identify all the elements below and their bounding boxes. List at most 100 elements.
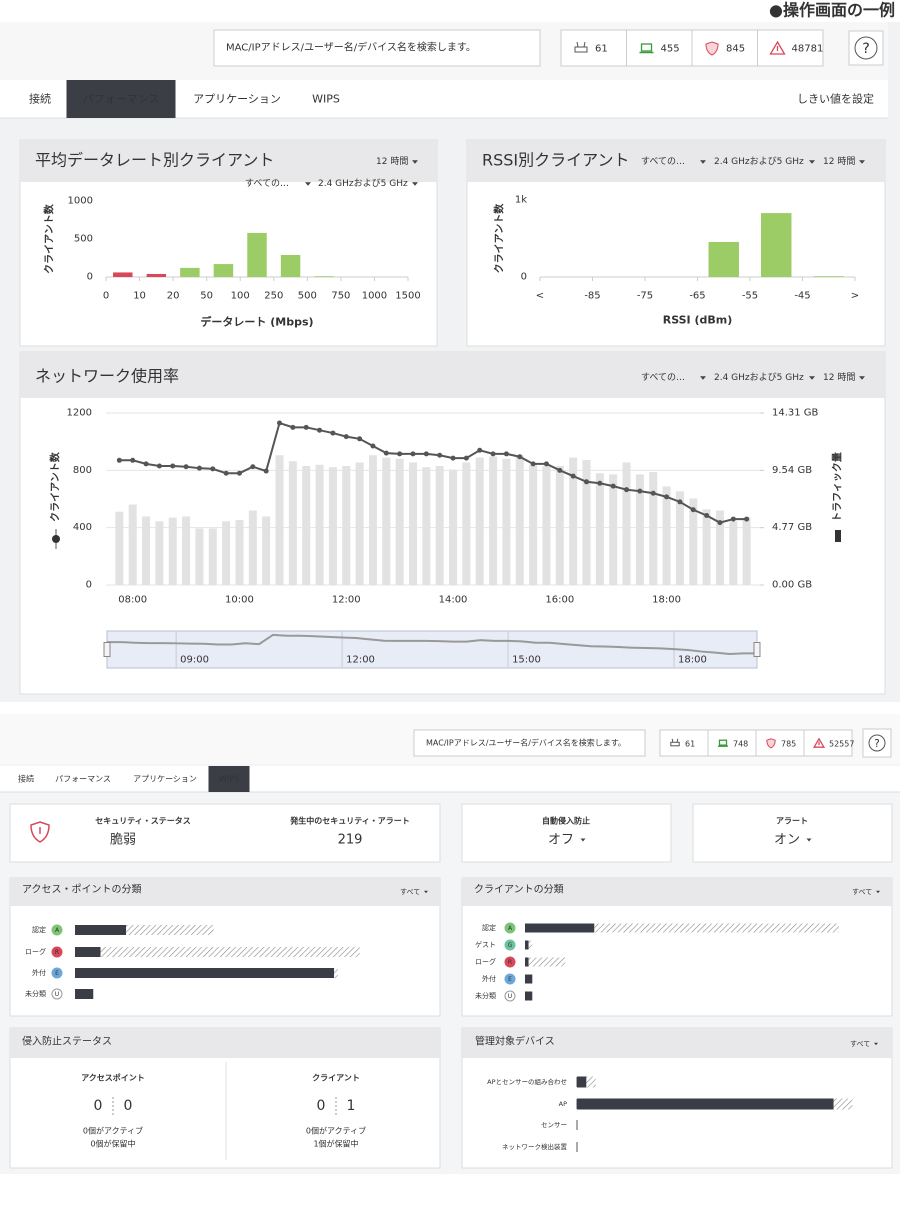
dropdown-caret (876, 890, 880, 894)
legend-bar (835, 530, 841, 542)
badge (51, 946, 63, 958)
dropdown-caret (580, 838, 586, 842)
dropdown-caret (412, 160, 418, 164)
help-button[interactable] (854, 36, 878, 60)
client-point (397, 451, 403, 457)
x-tick-label: 16:00 (545, 595, 574, 606)
dropdown-caret (874, 1042, 878, 1046)
traffic-bar (395, 458, 404, 585)
warning-icon (812, 737, 826, 748)
tab[interactable]: 接続 (18, 774, 34, 784)
counter-value[interactable]: 61 (595, 44, 608, 55)
row-label: 外付 (32, 968, 46, 977)
traffic-bar (529, 464, 538, 585)
bar-solid (525, 957, 529, 967)
filter-dropdown[interactable]: 2.4 GHzおよび5 GHz (714, 156, 804, 167)
tab[interactable]: 接続 (29, 92, 51, 106)
client-point (330, 430, 336, 436)
x-tick-label: -55 (742, 291, 758, 302)
x-tick-label: 500 (298, 291, 317, 302)
bar-solid (525, 923, 595, 933)
filter-dropdown[interactable]: すべて (400, 888, 420, 896)
help-button[interactable] (868, 734, 886, 752)
router-icon (671, 738, 679, 743)
navigator[interactable] (106, 630, 758, 669)
bar-hatched (594, 923, 839, 933)
badge (51, 967, 63, 979)
search-box[interactable] (413, 729, 646, 757)
traffic-bar (115, 511, 124, 585)
legend-axis-label: クライアント数 (49, 451, 62, 522)
client-point (730, 516, 736, 522)
traffic-bar (128, 504, 137, 585)
router-icon (576, 41, 586, 48)
tab[interactable]: パフォーマンス (55, 775, 111, 784)
filter-dropdown[interactable]: 2.4 GHzおよび5 GHz (318, 178, 408, 189)
traffic-bar (435, 466, 444, 585)
counter-value[interactable]: 785 (781, 740, 796, 749)
counter-value[interactable]: 455 (661, 44, 680, 55)
counter-value[interactable]: 748 (733, 740, 748, 749)
client-point (690, 507, 696, 513)
card-title: 管理対象デバイス (475, 1035, 555, 1048)
tab[interactable]: アプリケーション (193, 93, 281, 106)
traffic-bar (742, 517, 751, 585)
x-tick-label: -65 (689, 291, 705, 302)
bar-solid (577, 1098, 834, 1110)
x-tick-label: 12:00 (332, 595, 361, 606)
filter-dropdown[interactable]: すべての… (641, 372, 685, 383)
badge (504, 956, 516, 968)
x-tick-label: 10 (133, 291, 146, 302)
x-tick-label: 750 (331, 291, 350, 302)
traffic-bar (649, 472, 658, 585)
client-point (210, 466, 216, 472)
threshold-link[interactable]: しきい値を設定 (797, 92, 874, 106)
filter-dropdown[interactable]: すべての… (641, 156, 685, 167)
navigator-handle[interactable] (103, 642, 111, 657)
filter-dropdown[interactable]: すべての… (245, 178, 289, 189)
counter-value[interactable]: 52557 (829, 740, 854, 749)
x-tick-label: -75 (637, 291, 653, 302)
traffic-bar (595, 473, 604, 585)
period-dropdown[interactable]: 12 時間 (376, 156, 408, 167)
x-tick-label: 10:00 (225, 595, 254, 606)
tab[interactable]: WIPS (219, 775, 239, 784)
period-dropdown[interactable]: 12 時間 (823, 372, 855, 383)
period-dropdown[interactable]: 12 時間 (823, 156, 855, 167)
traffic-bar (675, 491, 684, 585)
row-label: 認定 (482, 923, 496, 932)
client-point (223, 470, 229, 476)
bar-hatched (528, 957, 566, 967)
client-point (196, 465, 202, 471)
client-point (277, 420, 283, 426)
x-tick-label: < (536, 291, 544, 302)
client-point (530, 461, 536, 467)
counter-value[interactable]: 61 (685, 740, 695, 749)
dropdown-value[interactable]: オフ (548, 833, 574, 848)
y2-tick-label: 4.77 GB (772, 522, 812, 533)
filter-dropdown[interactable]: すべて (850, 1040, 870, 1048)
label: 発生中のセキュリティ・アラート (289, 816, 410, 826)
y-axis-label: クライアント数 (493, 203, 506, 274)
counter-value[interactable]: 48781 (792, 44, 824, 55)
navigator-handle[interactable] (753, 642, 761, 657)
filter-dropdown[interactable]: 2.4 GHzおよび5 GHz (714, 372, 804, 383)
client-point (624, 487, 630, 493)
traffic-bar (635, 474, 644, 585)
y-tick-label: 1k (515, 195, 527, 206)
traffic-bar (582, 459, 591, 585)
badge (51, 988, 63, 1000)
tab[interactable]: パフォーマンス (83, 93, 160, 106)
counter-value[interactable]: 845 (726, 44, 745, 55)
client-point (143, 461, 149, 467)
tab[interactable]: アプリケーション (133, 775, 197, 784)
client-point (423, 451, 429, 457)
row-label: APとセンサーの組み合わせ (487, 1077, 567, 1086)
search-box[interactable] (213, 29, 541, 67)
bar-solid (577, 1076, 587, 1088)
dropdown-caret (806, 838, 812, 842)
dropdown-value[interactable]: オン (774, 833, 800, 848)
client-point (343, 434, 349, 440)
filter-dropdown[interactable]: すべて (852, 888, 872, 896)
tab[interactable]: WIPS (312, 93, 340, 106)
